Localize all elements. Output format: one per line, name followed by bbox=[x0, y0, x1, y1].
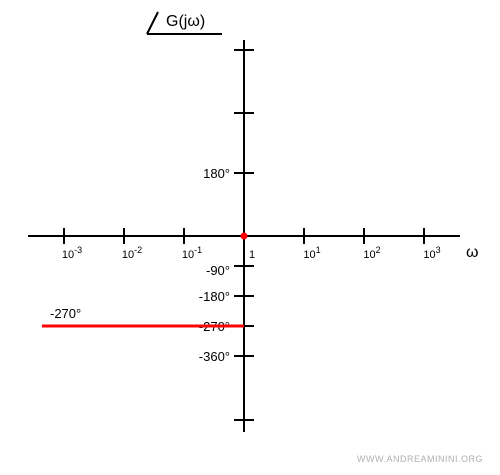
series-label: -270° bbox=[50, 306, 81, 321]
x-tick-label: 10-1 bbox=[182, 245, 202, 261]
x-tick-label: 10-2 bbox=[122, 245, 142, 261]
y-tick-label: -360° bbox=[199, 349, 230, 364]
x-tick-label: 10-3 bbox=[62, 245, 82, 261]
x-axis-label: ω bbox=[466, 244, 479, 261]
x-tick-label: 1 bbox=[249, 249, 255, 261]
y-tick-label: 180° bbox=[203, 166, 230, 181]
y-tick-label: -90° bbox=[206, 263, 230, 278]
origin-point bbox=[240, 232, 248, 240]
x-tick-label: 101 bbox=[303, 245, 320, 261]
angle-icon bbox=[146, 11, 222, 35]
y-tick-label: -180° bbox=[199, 289, 230, 304]
x-tick-label: 103 bbox=[423, 245, 440, 261]
chart-title-text: G(jω) bbox=[166, 13, 205, 30]
watermark: WWW.ANDREAMININI.ORG bbox=[357, 454, 483, 464]
x-tick-label: 102 bbox=[363, 245, 380, 261]
chart-title: G(jω) bbox=[146, 11, 222, 35]
x-ticks: 10-3 10-2 10-1 1 101 102 103 bbox=[62, 228, 441, 261]
series-layer: -270° bbox=[42, 232, 248, 328]
y-ticks: 180°-90°-180°-270°-360° bbox=[199, 49, 254, 421]
